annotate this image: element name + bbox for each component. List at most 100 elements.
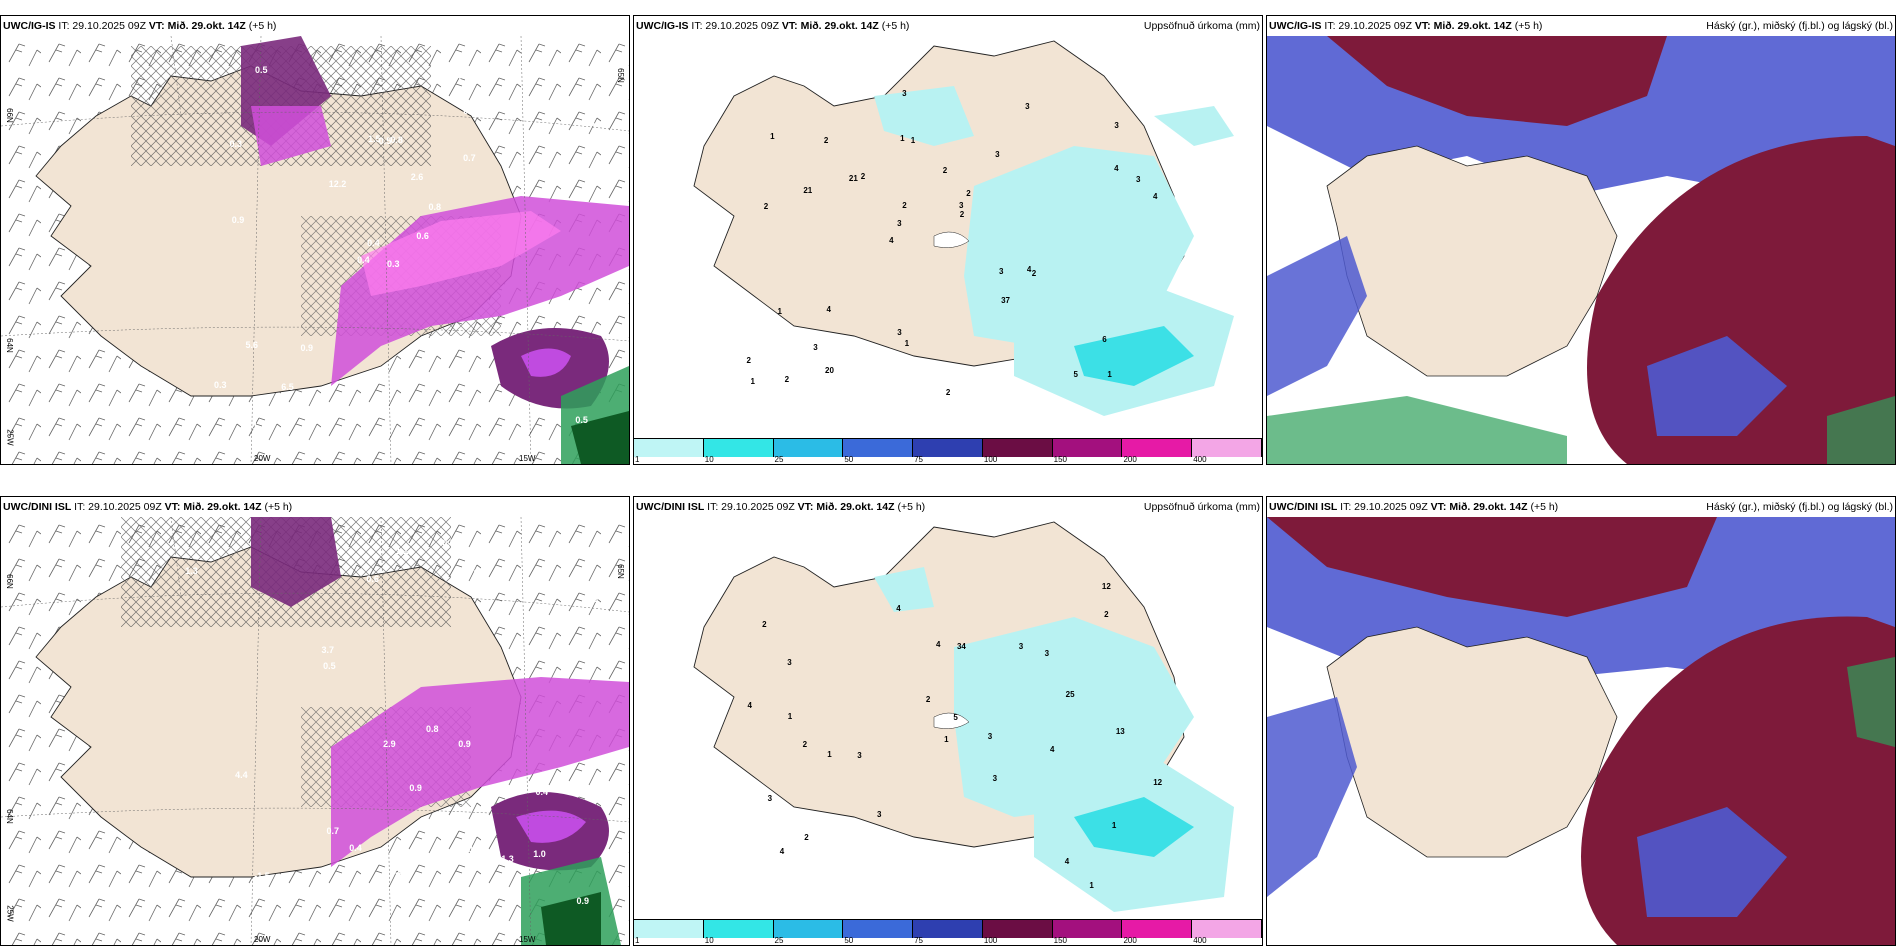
precip-value-label: 21 bbox=[803, 185, 813, 195]
precip-value-label: 1 bbox=[1111, 820, 1117, 830]
wind-precip-value: 0.7 bbox=[463, 106, 476, 117]
colorbar-tick-label: 150 bbox=[1053, 936, 1068, 945]
init-time: IT: 29.10.2025 09Z bbox=[74, 501, 162, 513]
field-title: Uppsöfnuð úrkoma (mm) bbox=[1143, 20, 1260, 32]
precip-value-label: 1 bbox=[770, 131, 775, 141]
panel-header: UWC/IG-IS IT: 29.10.2025 09Z VT: Mið. 29… bbox=[1, 16, 629, 36]
colorbar-tick-label: 50 bbox=[844, 455, 854, 464]
precip-value-label: 3 bbox=[902, 88, 907, 98]
wind-precip-value: 0.4 bbox=[349, 842, 362, 853]
colorbar-swatch bbox=[1122, 439, 1193, 457]
valid-time: Mið. 29.okt. 14Z bbox=[1449, 501, 1528, 513]
colorbar-tick-label: 50 bbox=[844, 936, 854, 945]
panel-precip-ig: UWC/IG-IS IT: 29.10.2025 09Z VT: Mið. 29… bbox=[633, 15, 1263, 465]
wind-precip-map bbox=[1, 36, 629, 464]
precip-value-label: 4 bbox=[1064, 856, 1070, 866]
colorbar-swatch bbox=[913, 920, 983, 938]
lat-label-65: 65N bbox=[616, 68, 626, 83]
colorbar-tick-label: 10 bbox=[704, 455, 714, 464]
wind-precip-value: 0.3 bbox=[229, 138, 242, 149]
precip-value-label: 34 bbox=[956, 642, 966, 652]
precip-value-label: 3 bbox=[1044, 648, 1050, 658]
init-time: IT: 29.10.2025 09Z bbox=[1324, 20, 1412, 32]
lon-label-15: 15W bbox=[519, 454, 536, 463]
precip-value-label: 3 bbox=[813, 342, 818, 352]
precip-value-label: 3 bbox=[1114, 120, 1119, 130]
colorbar-tick-label: 150 bbox=[1053, 455, 1068, 464]
precip-value-label: 3 bbox=[995, 149, 1000, 159]
precip-value-label: 1 bbox=[1089, 880, 1094, 890]
precip-value-label: 3 bbox=[998, 267, 1004, 276]
panel-cloud-dini: UWC/DINI ISL IT: 29.10.2025 09Z VT: Mið.… bbox=[1266, 496, 1896, 946]
wind-precip-value: 0.9 bbox=[409, 782, 422, 793]
wind-precip-value: 0.8 bbox=[428, 202, 442, 213]
colorbar-swatch bbox=[982, 439, 1053, 457]
panel-precip-dini: UWC/DINI ISL IT: 29.10.2025 09Z VT: Mið.… bbox=[633, 496, 1263, 946]
valid-label: VT: bbox=[1414, 20, 1431, 32]
colorbar-swatch bbox=[843, 920, 914, 938]
colorbar-swatch bbox=[1192, 920, 1262, 938]
colorbar-tick-label: 75 bbox=[914, 936, 924, 945]
wind-precip-value: 0.7 bbox=[326, 826, 340, 837]
lead-time: (+5 h) bbox=[248, 20, 277, 32]
wind-precip-value: 1.0 bbox=[533, 848, 546, 859]
colorbar-tick-label: 1 bbox=[635, 936, 640, 945]
colorbar-tick-label: 75 bbox=[914, 455, 924, 464]
valid-label: VT: bbox=[1430, 501, 1447, 513]
wind-precip-value: 2.9 bbox=[383, 738, 396, 749]
precip-value-label: 2 bbox=[925, 694, 931, 704]
valid-time: Mið. 29.okt. 14Z bbox=[167, 20, 246, 32]
panel-cloud-ig: UWC/IG-IS IT: 29.10.2025 09Z VT: Mið. 29… bbox=[1266, 15, 1896, 465]
colorbar-swatch bbox=[1192, 439, 1262, 457]
precip-value-label: 3 bbox=[1025, 102, 1030, 112]
lon-label-25: 25W bbox=[5, 905, 15, 922]
precip-value-label: 4 bbox=[935, 639, 941, 649]
precip-value-label: 1 bbox=[944, 734, 949, 744]
wind-precip-value: 0.8 bbox=[582, 117, 595, 128]
colorbar-tick-label: 400 bbox=[1193, 455, 1207, 464]
precip-value-label: 2 bbox=[763, 202, 769, 212]
precip-value-label: 3 bbox=[959, 201, 964, 211]
wind-precip-value: 0.8 bbox=[390, 135, 403, 146]
precip-value-label: 2 bbox=[823, 135, 829, 145]
colorbar-tick-label: 100 bbox=[983, 936, 998, 945]
model-label: UWC/IG-IS bbox=[636, 20, 689, 32]
lat-label-64: 64N bbox=[4, 338, 14, 353]
wind-precip-value: 1.1 bbox=[473, 567, 486, 578]
lon-label-20: 20W bbox=[254, 454, 271, 463]
precip-value-label: 5 bbox=[1073, 369, 1078, 379]
colorbar-swatch bbox=[703, 439, 774, 457]
panel-header: UWC/IG-IS IT: 29.10.2025 09Z VT: Mið. 29… bbox=[1267, 16, 1895, 36]
precip-map bbox=[634, 36, 1262, 464]
colorbar-swatch bbox=[634, 439, 704, 457]
wind-precip-value: 1.6 bbox=[390, 866, 403, 877]
precip-value-label: 5 bbox=[953, 713, 958, 723]
field-title: Háský (gr.), miðský (fj.bl.) og lágský (… bbox=[1706, 20, 1893, 32]
wind-precip-value: 1.3 bbox=[185, 566, 198, 577]
precip-value-label: 2 bbox=[762, 620, 767, 630]
colorbar-swatch bbox=[703, 920, 774, 938]
valid-label: VT: bbox=[148, 20, 165, 32]
wind-precip-value: 1.1 bbox=[252, 420, 266, 431]
wind-precip-value: 0.6 bbox=[416, 231, 429, 242]
precip-value-label: 20 bbox=[825, 366, 834, 376]
colorbar-swatch bbox=[773, 920, 844, 938]
lon-label-25: 25W bbox=[5, 429, 15, 446]
precip-value-label: 4 bbox=[747, 701, 752, 711]
precip-value-label: 21 bbox=[848, 174, 858, 184]
precip-value-label: 1 bbox=[904, 339, 910, 349]
valid-time: Mið. 29.okt. 14Z bbox=[816, 501, 895, 513]
precip-value-label: 2 bbox=[1104, 609, 1109, 619]
precip-value-label: 2 bbox=[966, 188, 971, 198]
wind-precip-value: 0.5 bbox=[378, 135, 392, 146]
panel-header: UWC/DINI ISL IT: 29.10.2025 09Z VT: Mið.… bbox=[634, 497, 1262, 517]
precip-value-label: 4 bbox=[1153, 191, 1158, 201]
model-label: UWC/DINI ISL bbox=[3, 501, 72, 513]
init-time: IT: 29.10.2025 09Z bbox=[1340, 501, 1428, 513]
colorbar-tick-label: 100 bbox=[983, 455, 998, 464]
panel-header: UWC/IG-IS IT: 29.10.2025 09Z VT: Mið. 29… bbox=[634, 16, 1262, 36]
lon-label-20: 20W bbox=[254, 935, 271, 944]
precip-map bbox=[634, 517, 1262, 945]
precip-value-label: 1 bbox=[900, 134, 905, 144]
lat-label-64: 64N bbox=[4, 809, 14, 824]
